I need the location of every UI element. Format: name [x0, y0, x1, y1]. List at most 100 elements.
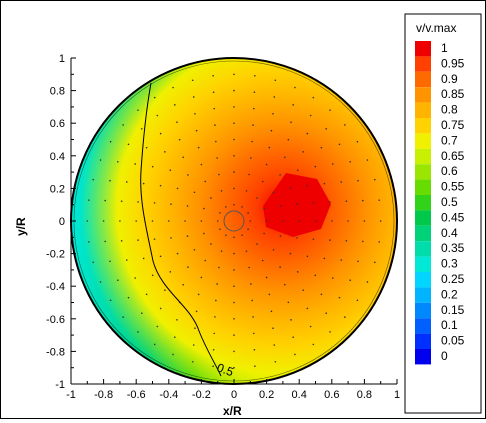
measurement-dot: [159, 184, 162, 187]
measurement-dot: [245, 190, 248, 192]
measurement-dot: [379, 220, 382, 222]
measurement-dot: [344, 124, 346, 126]
measurement-dot: [279, 205, 282, 207]
measurement-dot: [323, 182, 326, 185]
measurement-dot: [120, 240, 123, 242]
colorbar-swatch: [415, 56, 431, 72]
measurement-dot: [109, 260, 111, 263]
measurement-dot: [233, 301, 235, 304]
measurement-dot: [156, 114, 159, 117]
measurement-dot: [338, 143, 341, 146]
measurement-dot: [109, 179, 111, 182]
x-tick-label: 0.4: [292, 389, 307, 401]
measurement-dot: [344, 316, 346, 318]
colorbar-level-label: 0.15: [441, 303, 465, 317]
measurement-dot: [173, 104, 176, 106]
measurement-dot: [338, 296, 341, 299]
measurement-dot: [151, 220, 154, 222]
measurement-dot: [213, 332, 215, 335]
measurement-dot: [212, 91, 215, 94]
measurement-dot: [248, 173, 250, 176]
measurement-dot: [215, 299, 217, 302]
measurement-dot: [153, 202, 156, 204]
measurement-dot: [212, 348, 215, 351]
measurement-dot: [233, 318, 235, 320]
measurement-dot: [241, 234, 243, 236]
measurement-dot: [250, 157, 252, 159]
measurement-dot: [212, 365, 214, 368]
measurement-dot: [309, 114, 312, 117]
measurement-dot: [125, 259, 128, 261]
colorbar-swatch: [415, 195, 431, 211]
measurement-dot: [151, 274, 154, 277]
colorbar-swatch: [415, 318, 431, 334]
contour-line-0.5: [140, 82, 222, 377]
measurement-dot: [373, 178, 376, 181]
x-tick-label: 0.6: [324, 389, 339, 401]
measurement-dot: [253, 332, 255, 335]
measurement-dot: [378, 241, 381, 243]
y-tick-label: -1: [55, 379, 65, 391]
measurement-dot: [104, 199, 107, 202]
measurement-dot: [153, 343, 156, 346]
measurement-dot: [284, 283, 286, 286]
measurement-dot: [125, 181, 128, 183]
measurement-dot: [274, 79, 277, 82]
measurement-dot: [225, 234, 227, 236]
colorbar-swatch: [415, 272, 431, 288]
measurement-dot: [249, 220, 252, 222]
measurement-dot: [306, 307, 309, 310]
measurement-dot: [241, 206, 243, 208]
measurement-dot: [92, 178, 95, 181]
measurement-dot: [233, 334, 235, 336]
measurement-dot: [195, 310, 198, 313]
measurement-dot: [216, 157, 218, 159]
measurement-dot: [172, 86, 174, 89]
colorbar-swatch: [415, 256, 431, 272]
measurement-dot: [373, 261, 376, 264]
measurement-dot: [219, 228, 221, 230]
measurement-dot: [194, 112, 196, 115]
measurement-dot: [151, 165, 154, 168]
measurement-dot: [215, 140, 217, 143]
colorbar-swatch: [415, 148, 431, 165]
measurement-dot: [233, 350, 235, 353]
measurement-dot: [233, 138, 235, 141]
measurement-dot: [361, 240, 364, 243]
measurement-dot: [233, 89, 235, 92]
contour-label: 0.5: [215, 360, 236, 379]
measurement-dot: [233, 252, 235, 255]
colorbar-level-label: 0.45: [441, 210, 465, 224]
measurement-dot: [170, 237, 172, 239]
colorbar-swatch: [415, 71, 431, 88]
measurement-dot: [329, 331, 331, 333]
measurement-dot: [87, 241, 90, 243]
measurement-dot: [233, 73, 235, 76]
measurement-dot: [256, 197, 258, 199]
measurement-dot: [290, 319, 292, 321]
colorbar-level-label: 0.75: [441, 118, 465, 132]
measurement-dot: [186, 205, 189, 207]
measurement-dot: [347, 220, 349, 222]
colorbar-level-label: 0: [441, 349, 448, 363]
measurement-dot: [357, 179, 359, 182]
measurement-dot: [210, 197, 212, 199]
measurement-dot: [176, 319, 178, 321]
y-tick-label: -0.4: [46, 281, 65, 293]
measurement-dot: [233, 106, 235, 108]
measurement-dot: [184, 220, 186, 222]
measurement-dot: [233, 366, 235, 369]
colorbar-level-label: 1: [441, 41, 448, 55]
measurement-dot: [197, 146, 200, 149]
measurement-dot: [314, 165, 317, 168]
measurement-dot: [134, 163, 136, 165]
measurement-dot: [153, 238, 156, 240]
measurement-dot: [248, 266, 250, 269]
measurement-dot: [265, 163, 268, 166]
measurement-dot: [363, 220, 366, 222]
colorbar-level-label: 0.6: [441, 164, 458, 178]
measurement-dot: [284, 156, 286, 159]
contour-field: [71, 58, 397, 384]
y-tick-label: -0.2: [46, 249, 65, 261]
